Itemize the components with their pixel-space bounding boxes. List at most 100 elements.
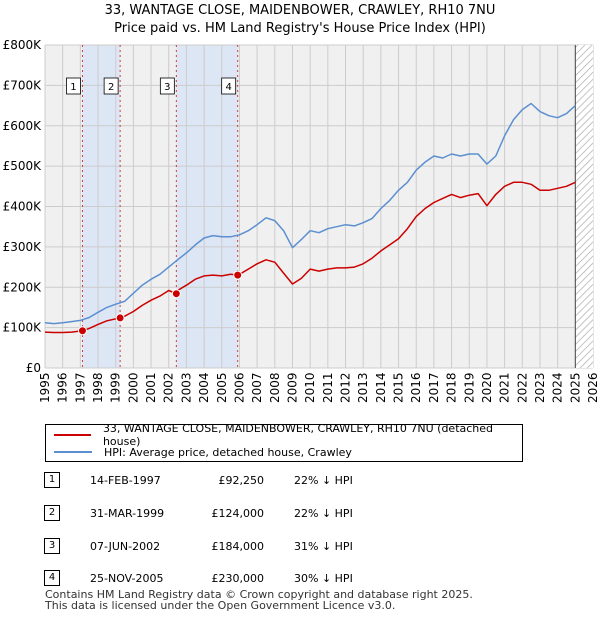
sale-point <box>233 270 243 280</box>
chart-title: 33, WANTAGE CLOSE, MAIDENBOWER, CRAWLEY,… <box>0 2 600 38</box>
table-row: 4 25-NOV-2005 £230,000 30% ↓ HPI <box>44 570 444 588</box>
sale-number: 4 <box>44 570 60 586</box>
forecast-hatch <box>574 45 593 368</box>
property-line <box>44 181 576 334</box>
hatched-range <box>575 45 593 368</box>
sale-number-box: 1 <box>66 77 81 95</box>
x-tick-label: 1996 <box>56 372 70 403</box>
sale-number-box: 2 <box>103 77 119 95</box>
footer-copyright: Contains HM Land Registry data © Crown c… <box>45 588 473 601</box>
sale-date-lines <box>81 45 239 368</box>
y-tick-label: £600K <box>3 119 43 133</box>
x-tick-label: 2008 <box>268 372 282 403</box>
series-lines <box>44 102 576 334</box>
sale-price: £124,000 <box>211 507 265 520</box>
x-tick-label: 2025 <box>568 372 582 403</box>
x-tick-label: 2012 <box>339 372 353 403</box>
legend-label-hpi: HPI: Average price, detached house, Craw… <box>104 445 352 459</box>
table-row: 1 14-FEB-1997 £92,250 22% ↓ HPI <box>44 472 444 490</box>
x-tick-label: 2019 <box>462 372 476 403</box>
sale-number-box-frame <box>221 77 237 95</box>
sale-point <box>77 326 87 336</box>
x-tick-label: 2023 <box>533 372 547 403</box>
sale-date: 25-NOV-2005 <box>90 572 164 585</box>
y-tick-label: £400K <box>3 200 43 214</box>
y-tick-label: £100K <box>3 321 43 335</box>
legend-label-property: 33, WANTAGE CLOSE, MAIDENBOWER, CRAWLEY,… <box>102 422 494 448</box>
sale-number-box: 4 <box>221 77 237 95</box>
legend-item-property: 33, WANTAGE CLOSE, MAIDENBOWER, CRAWLEY,… <box>54 422 522 448</box>
x-tick-label: 2009 <box>285 372 299 403</box>
sale-date: 31-MAR-1999 <box>90 507 165 520</box>
sale-number-box-frame <box>159 77 175 95</box>
x-tick-label: 1995 <box>38 372 52 403</box>
x-tick-label: 2017 <box>427 372 441 403</box>
x-tick-label: 2001 <box>144 372 158 403</box>
x-tick-label: 1998 <box>91 372 105 403</box>
x-tick-label: 2013 <box>356 372 370 403</box>
y-axis-ticks: £0 £100K £200K £300K £400K £500K £600K £700K £80… <box>3 38 43 375</box>
legend-item-hpi: HPI: Average price, detached house, Craw… <box>54 444 352 460</box>
sale-number-boxes: 1 2 3 4 <box>66 77 237 95</box>
x-axis-ticks: 1995 1996 1997 1998 1999 2000 2001 2002 2003 2004… <box>38 372 600 403</box>
sale-hpi-delta: 22% ↓ HPI <box>294 474 353 487</box>
x-tick-label: 2003 <box>179 372 193 403</box>
sale-point <box>115 313 125 323</box>
x-tick-label: 2004 <box>197 372 211 403</box>
footer-licence: This data is licensed under the Open Gov… <box>45 599 396 612</box>
x-tick-label: 2000 <box>126 372 140 403</box>
sale-date: 07-JUN-2002 <box>90 540 161 553</box>
sale-number-box: 3 <box>159 77 175 95</box>
y-tick-label: £0 <box>26 361 41 375</box>
x-tick-label: 2014 <box>374 372 388 403</box>
sale-point <box>171 289 181 299</box>
legend: 33, WANTAGE CLOSE, MAIDENBOWER, CRAWLEY,… <box>45 422 523 462</box>
x-tick-label: 2022 <box>515 372 529 403</box>
sale-number: 1 <box>44 472 60 488</box>
x-tick-label: 2020 <box>480 372 494 403</box>
x-tick-label: 2021 <box>498 372 512 403</box>
x-tick-label: 2010 <box>303 372 317 403</box>
sale-number-box-label: 1 <box>70 82 76 93</box>
y-tick-label: £800K <box>3 38 43 52</box>
sale-number-box-label: 3 <box>164 82 170 93</box>
x-tick-label: 2011 <box>321 372 335 403</box>
sale-price: £230,000 <box>211 572 265 585</box>
sale-number-box-frame <box>66 77 81 95</box>
sale-number-box-label: 4 <box>225 82 231 93</box>
sale-date: 14-FEB-1997 <box>90 474 161 487</box>
x-tick-label: 1999 <box>109 372 123 403</box>
sale-price: £92,250 <box>218 474 265 487</box>
x-tick-label: 1997 <box>73 372 87 403</box>
x-tick-label: 2016 <box>409 372 423 403</box>
x-tick-label: 2018 <box>445 372 459 403</box>
sale-markers <box>77 270 243 336</box>
x-tick-label: 2002 <box>162 372 176 403</box>
x-tick-label: 2005 <box>215 372 229 403</box>
legend-swatch-property <box>54 434 91 436</box>
gridlines <box>44 44 594 369</box>
sale-price: £184,000 <box>211 540 265 553</box>
footer: Contains HM Land Registry data © Crown c… <box>45 589 473 611</box>
y-tick-label: £200K <box>3 280 43 294</box>
x-tick-label: 2026 <box>586 372 600 403</box>
chart-title-line1: 33, WANTAGE CLOSE, MAIDENBOWER, CRAWLEY,… <box>104 3 496 18</box>
table-row: 3 07-JUN-2002 £184,000 31% ↓ HPI <box>44 538 444 556</box>
sale-number-box-frame <box>103 77 119 95</box>
chart: 1 2 3 4 £0 £100K £200K £300K £400K £500K £600K £70… <box>3 38 600 403</box>
y-tick-label: £300K <box>3 240 43 254</box>
hpi-line <box>44 102 576 325</box>
y-tick-label: £700K <box>3 78 43 92</box>
x-tick-label: 2015 <box>392 372 406 403</box>
y-tick-label: £500K <box>3 159 43 173</box>
table-row: 2 31-MAR-1999 £124,000 22% ↓ HPI <box>44 505 444 523</box>
legend-swatch-hpi <box>54 451 92 453</box>
sale-number-box-label: 2 <box>108 82 114 93</box>
sale-hpi-delta: 30% ↓ HPI <box>294 572 353 585</box>
sale-hpi-delta: 22% ↓ HPI <box>294 507 353 520</box>
sale-number: 3 <box>44 538 60 554</box>
sale-number: 2 <box>44 505 60 521</box>
x-tick-label: 2007 <box>250 372 264 403</box>
chart-subtitle: Price paid vs. HM Land Registry's House … <box>114 21 486 36</box>
x-tick-label: 2024 <box>551 372 565 403</box>
